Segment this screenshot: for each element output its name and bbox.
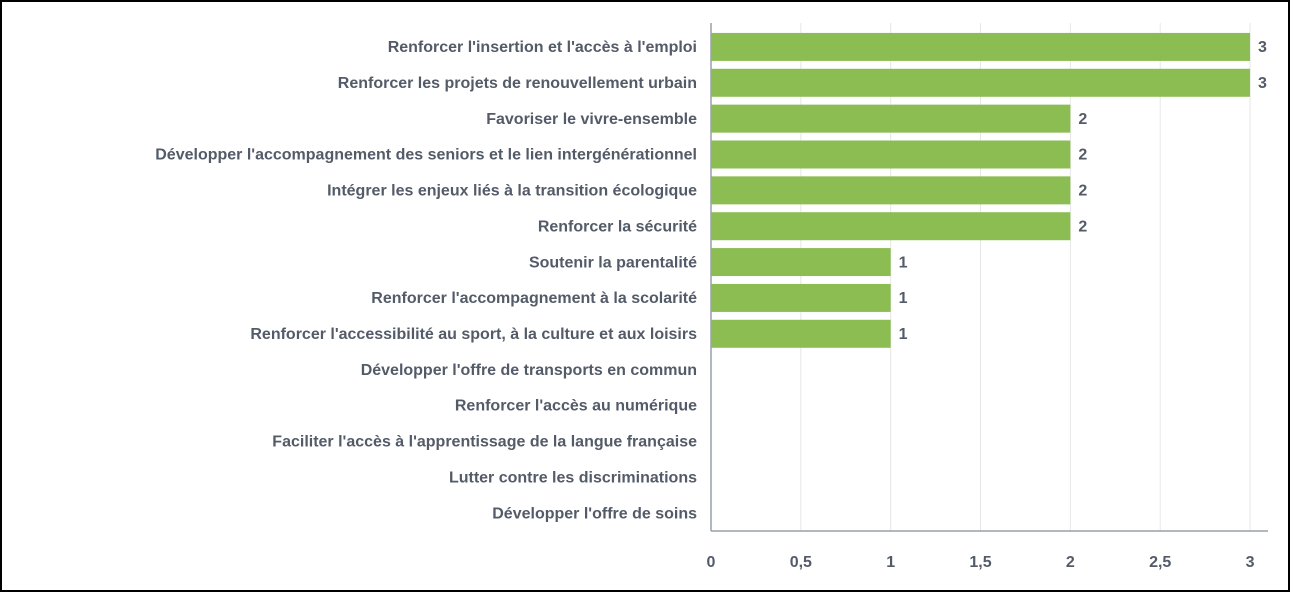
x-tick-label: 0 — [707, 554, 716, 571]
value-label: 1 — [899, 290, 908, 307]
bar — [711, 176, 1071, 205]
bar — [711, 140, 1071, 169]
bar — [711, 68, 1251, 97]
value-label: 2 — [1078, 183, 1087, 200]
y-tick-label: Renforcer l'accompagnement à la scolarit… — [371, 290, 697, 307]
bar — [711, 212, 1071, 241]
bar — [711, 32, 1251, 61]
y-tick-label: Développer l'accompagnement des seniors … — [155, 147, 697, 164]
y-tick-label: Faciliter l'accès à l'apprentissage de l… — [272, 434, 697, 451]
value-label: 3 — [1258, 75, 1267, 92]
y-tick-label: Intégrer les enjeux liés à la transition… — [327, 183, 697, 200]
x-tick-label: 3 — [1246, 554, 1255, 571]
value-label: 2 — [1078, 147, 1087, 164]
bar — [711, 319, 891, 348]
value-label: 1 — [899, 254, 908, 271]
bar — [711, 104, 1071, 133]
y-tick-label: Renforcer l'accessibilité au sport, à la… — [250, 326, 697, 343]
x-tick-label: 2,5 — [1149, 554, 1171, 571]
value-label: 2 — [1078, 218, 1087, 235]
y-tick-label: Développer l'offre de soins — [492, 505, 697, 522]
y-tick-label: Favoriser le vivre-ensemble — [486, 111, 697, 128]
bar — [711, 283, 891, 312]
y-tick-label: Renforcer les projets de renouvellement … — [338, 75, 697, 92]
y-tick-label: Renforcer l'accès au numérique — [455, 398, 697, 415]
y-tick-label: Renforcer l'insertion et l'accès à l'emp… — [388, 39, 697, 56]
x-tick-label: 0,5 — [790, 554, 812, 571]
y-tick-label: Développer l'offre de transports en comm… — [361, 362, 697, 379]
bar — [711, 248, 891, 277]
y-tick-label: Soutenir la parentalité — [529, 254, 697, 271]
value-label: 1 — [899, 326, 908, 343]
value-label: 3 — [1258, 39, 1267, 56]
y-tick-label: Renforcer la sécurité — [538, 218, 697, 235]
x-tick-label: 1,5 — [969, 554, 991, 571]
x-tick-label: 2 — [1066, 554, 1075, 571]
x-tick-label: 1 — [886, 554, 895, 571]
y-tick-label: Lutter contre les discriminations — [449, 469, 697, 486]
value-label: 2 — [1078, 111, 1087, 128]
